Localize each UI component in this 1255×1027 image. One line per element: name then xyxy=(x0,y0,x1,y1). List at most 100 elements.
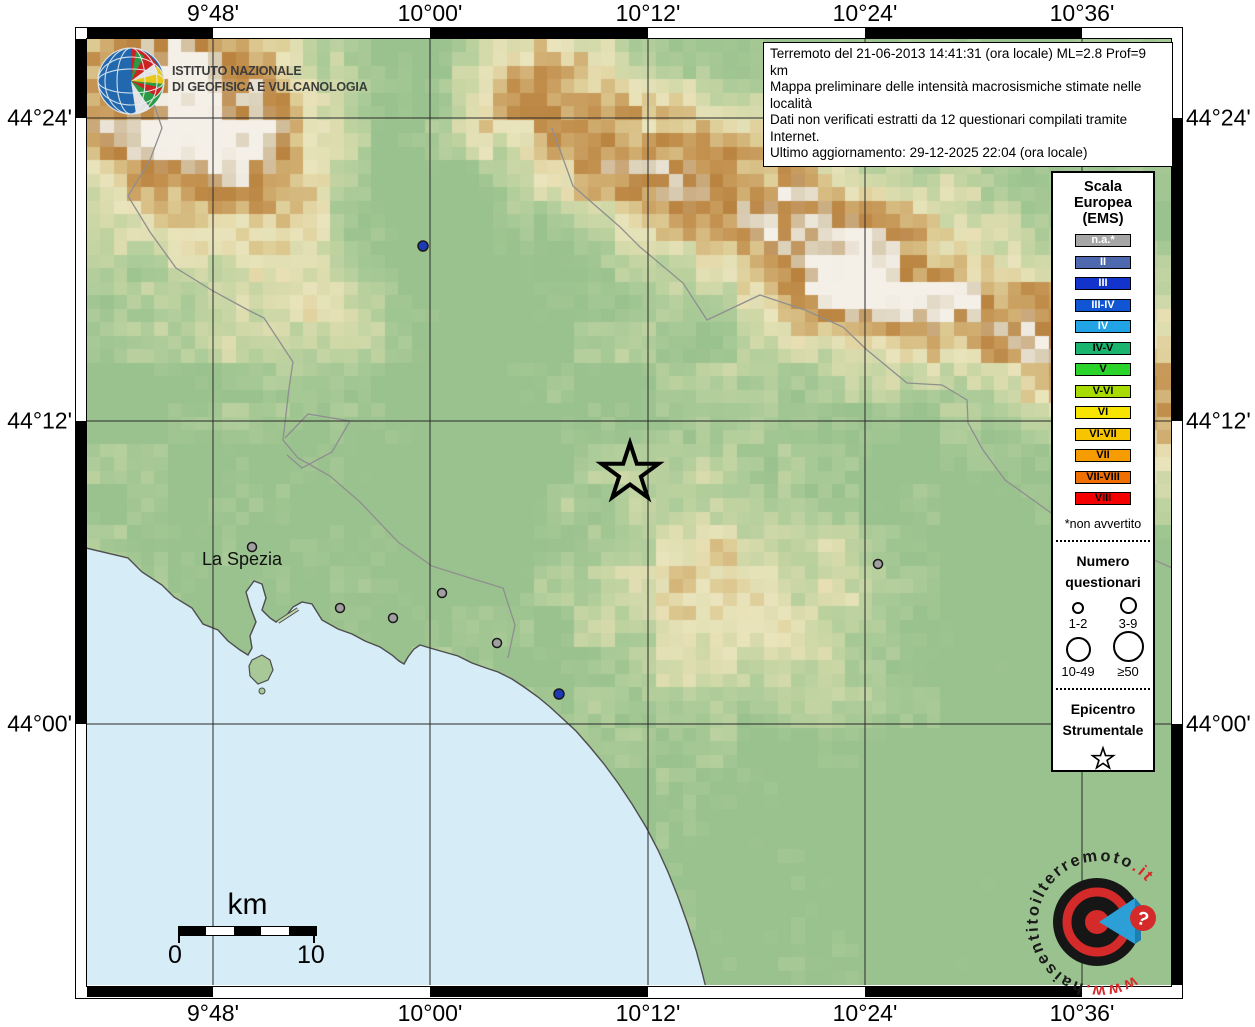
scalebar-segment xyxy=(288,927,317,935)
legend-title-line: Scala xyxy=(1084,179,1122,195)
axis-label-left-1: 44°12' xyxy=(7,407,72,434)
scalebar-segment xyxy=(261,927,289,935)
earthquake-info-box: Terremoto del 21-06-2013 14:41:31 (ora l… xyxy=(763,42,1173,167)
questionnaire-size-circle xyxy=(1065,637,1091,662)
ems-swatch: VII xyxy=(1075,449,1131,462)
haisentito-watermark-logo: www.haisentitoilterremoto.it ? xyxy=(1023,847,1157,1001)
marker-not-felt xyxy=(387,612,399,624)
ems-swatch: IV-V xyxy=(1075,341,1131,355)
info-line-2: Mappa preliminare delle intensità macros… xyxy=(770,79,1142,111)
ems-scale-swatches: n.a.* II III III-IV IV IV-V V V-VI VI VI-VII VII VI… xyxy=(1053,234,1153,505)
watermark-www: www. xyxy=(1081,972,1141,1000)
questionnaire-size-label: 3-9 xyxy=(1118,616,1138,631)
marker-felt xyxy=(417,240,429,252)
marker-not-felt xyxy=(491,637,503,649)
legend-title-line: (EMS) xyxy=(1082,211,1124,227)
ems-swatch: VIII xyxy=(1075,492,1131,505)
city-label-la-spezia: La Spezia xyxy=(202,549,283,569)
questionnaire-size-item: 3-9 xyxy=(1103,597,1153,631)
scalebar-segment xyxy=(206,927,234,935)
islet xyxy=(258,687,266,695)
ems-swatch: VI xyxy=(1075,406,1131,419)
watermark-host: haisentitoilterremoto xyxy=(1023,847,1137,998)
admin-boundary-loop xyxy=(284,413,352,469)
sea-polygon xyxy=(87,547,706,985)
watermark-speaker-icon xyxy=(1099,898,1135,944)
ems-swatch: VI-VII xyxy=(1075,427,1131,441)
axis-label-top-0: 9°48' xyxy=(187,0,239,26)
legend-footnote: *non avvertito xyxy=(1064,517,1142,531)
watermark-disc xyxy=(1053,878,1141,966)
frame-band-segment xyxy=(1172,118,1182,421)
axis-label-left-0: 44°24' xyxy=(7,104,72,131)
questionnaire-size-label: 1-2 xyxy=(1068,616,1088,631)
watermark-question-mark: ? xyxy=(1134,908,1152,932)
scalebar-unit-label: km xyxy=(227,888,268,921)
ems-swatch: III xyxy=(1075,277,1131,290)
scalebar-start-label: 0 xyxy=(168,941,182,969)
legend-panel: Scala Europea (EMS) n.a.* II III III-IV IV IV… xyxy=(1051,171,1155,772)
questionnaire-title-line: Numero xyxy=(1076,553,1130,569)
epicenter-title-line: Strumentale xyxy=(1062,722,1144,738)
epicenter-star xyxy=(595,436,665,503)
axis-label-right-1: 44°12' xyxy=(1186,407,1251,434)
axis-label-bottom-3: 10°24' xyxy=(832,1000,898,1026)
island xyxy=(248,654,274,685)
info-line-1: Terremoto del 21-06-2013 14:41:31 (ora l… xyxy=(770,46,1146,78)
marker-not-felt xyxy=(334,602,346,614)
axis-label-right-0: 44°24' xyxy=(1186,104,1251,131)
legend-title: Scala Europea (EMS) xyxy=(1053,179,1153,227)
admin-boundary-west xyxy=(127,91,516,659)
epicenter-key-star-icon xyxy=(1090,745,1116,770)
frame-band-segment xyxy=(87,987,213,997)
watermark-tld: .it xyxy=(1129,858,1158,886)
map-frame-inner xyxy=(86,38,1172,987)
epicenter-star-group xyxy=(595,436,665,503)
info-line-4: Ultimo aggiornamento: 29-12-2025 22:04 (… xyxy=(770,145,1088,160)
ems-swatch: V-VI xyxy=(1075,384,1131,398)
ingv-name-line1: ISTITUTO NAZIONALE xyxy=(172,64,302,78)
ems-swatch: III-IV xyxy=(1075,298,1131,312)
legend-divider xyxy=(1056,688,1150,690)
scalebar-segment xyxy=(233,927,262,935)
info-line-3: Dati non verificati estratti da 12 quest… xyxy=(770,112,1128,144)
axis-label-top-3: 10°24' xyxy=(832,0,898,26)
frame-band-segment xyxy=(430,987,648,997)
axis-label-right-2: 44°00' xyxy=(1186,710,1251,737)
scalebar-end-label: 10 xyxy=(297,941,325,969)
ems-swatch: n.a.* xyxy=(1075,234,1131,247)
questionnaire-size-label: ≥50 xyxy=(1117,664,1139,679)
questionnaire-title-line: questionari xyxy=(1065,574,1141,590)
map-frame-outer xyxy=(75,27,1183,999)
frame-band-segment xyxy=(865,28,1082,38)
questionnaire-size-circle xyxy=(1112,631,1144,662)
frame-band-segment xyxy=(76,421,86,724)
questionnaire-size-item: 10-49 xyxy=(1053,637,1103,679)
frame-band-segment xyxy=(87,28,213,38)
breakwater-fill xyxy=(277,608,299,623)
axis-label-left-2: 44°00' xyxy=(7,710,72,737)
questionnaire-size-item: 1-2 xyxy=(1053,602,1103,631)
ingv-logo-globe-icon xyxy=(97,47,165,115)
scalebar xyxy=(178,926,317,936)
watermark-question-badge xyxy=(1130,905,1156,931)
epicenter-title-line: Epicentro xyxy=(1070,701,1136,717)
breakwater xyxy=(276,607,300,624)
marker-not-felt xyxy=(436,587,448,599)
axis-label-top-1: 10°00' xyxy=(397,0,463,26)
questionnaire-size-key: 1-2 3-9 10-49 ≥50 xyxy=(1053,597,1153,679)
frame-band-segment xyxy=(76,39,86,118)
questionnaire-markers xyxy=(246,240,884,700)
marker-felt xyxy=(553,688,565,700)
axis-label-bottom-2: 10°12' xyxy=(615,1000,681,1026)
ingv-logo-text: ISTITUTO NAZIONALE DI GEOFISICA E VULCAN… xyxy=(172,64,368,95)
marker-not-felt xyxy=(872,558,884,570)
terrain-relief-raster xyxy=(87,39,1171,985)
watermark-circular-text: www.haisentitoilterremoto.it xyxy=(1023,847,1157,1001)
ems-swatch: VII-VIII xyxy=(1075,470,1131,484)
epicenter-key-title: Epicentro Strumentale xyxy=(1053,699,1153,741)
questionnaire-size-circle xyxy=(1119,597,1137,614)
axis-label-bottom-4: 10°36' xyxy=(1049,1000,1115,1026)
frame-band-segment xyxy=(430,28,648,38)
